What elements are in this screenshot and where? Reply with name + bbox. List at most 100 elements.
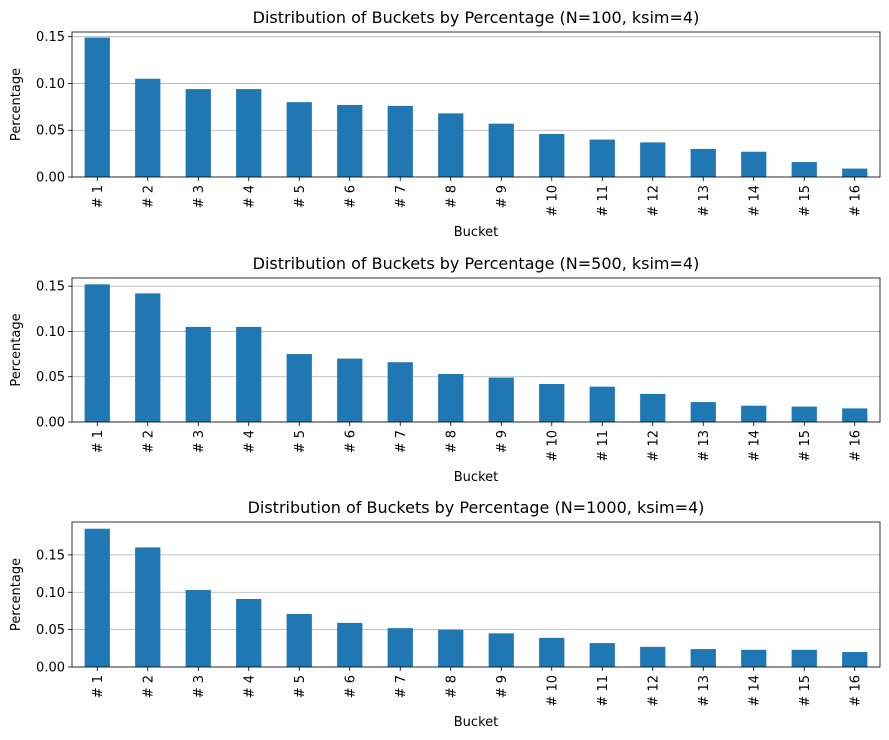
y-axis-label: Percentage (9, 558, 24, 631)
bar (185, 590, 211, 667)
bar (741, 151, 767, 177)
x-ticks: # 1 # 2 # 3 # 4 # 5 # 6 # 7 # 8 # 9 # 10 # 11 # 12 #… (91, 422, 863, 462)
x-tick-label: # 6 (343, 430, 358, 453)
x-tick-label: # 3 (192, 430, 207, 453)
x-tick-label: # 13 (697, 430, 712, 462)
bar (135, 547, 161, 667)
x-tick-label: # 11 (596, 675, 611, 707)
bar (741, 649, 767, 667)
bar (640, 646, 666, 667)
bar (589, 643, 615, 667)
x-tick-label: # 11 (596, 185, 611, 217)
x-tick-label: # 7 (394, 185, 409, 208)
y-tick-label: 0.10 (36, 77, 65, 92)
bar (387, 362, 413, 422)
chart-title: Distribution of Buckets by Percentage (N… (253, 254, 700, 273)
bar (387, 628, 413, 667)
x-tick-label: # 14 (747, 185, 762, 217)
x-tick-label: # 3 (192, 675, 207, 698)
bar (438, 629, 464, 667)
bar (337, 104, 363, 177)
y-axis-label: Percentage (9, 313, 24, 386)
x-tick-label: # 12 (646, 675, 661, 707)
bar (84, 528, 110, 667)
axes (71, 277, 881, 423)
bar (185, 326, 211, 422)
axes-frame (71, 521, 881, 668)
x-tick-label: # 2 (141, 185, 156, 208)
bar (791, 162, 817, 177)
y-tick-label: 0.05 (36, 370, 65, 385)
bar (135, 293, 161, 422)
x-ticks: # 1 # 2 # 3 # 4 # 5 # 6 # 7 # 8 # 9 # 10 # 11 # 12 #… (91, 667, 863, 707)
x-tick-label: # 2 (141, 430, 156, 453)
bar (387, 105, 413, 177)
bar (286, 102, 312, 177)
bar (842, 408, 868, 422)
x-tick-label: # 9 (495, 430, 510, 453)
bars (84, 37, 868, 178)
bar (135, 78, 161, 177)
x-tick-label: # 14 (747, 675, 762, 707)
x-tick-label: # 8 (444, 675, 459, 698)
x-tick-label: # 9 (495, 185, 510, 208)
chart-title: Distribution of Buckets by Percentage (N… (253, 8, 700, 27)
x-tick-label: # 9 (495, 675, 510, 698)
bar (185, 89, 211, 177)
y-ticks: 0.00 0.05 0.10 0.15 (36, 30, 72, 186)
bar (589, 386, 615, 422)
bars (84, 528, 868, 667)
bar (438, 113, 464, 177)
y-tick-label: 0.00 (36, 171, 65, 186)
x-tick-label: # 5 (293, 675, 308, 698)
x-tick-label: # 10 (545, 185, 560, 217)
x-tick-label: # 6 (343, 185, 358, 208)
y-tick-label: 0.00 (36, 416, 65, 431)
x-tick-label: # 15 (798, 185, 813, 217)
bar (236, 89, 262, 177)
bar (539, 133, 565, 177)
bars (84, 284, 868, 422)
x-axis-label: Bucket (454, 470, 498, 485)
bar (337, 622, 363, 667)
x-tick-label: # 4 (242, 675, 257, 698)
bar (791, 649, 817, 667)
subplot-2: Distribution of Buckets by Percentage (N… (9, 254, 881, 485)
x-axis-label: Bucket (454, 225, 498, 240)
x-tick-label: # 16 (848, 430, 863, 462)
x-tick-label: # 1 (91, 675, 106, 698)
x-tick-label: # 15 (798, 430, 813, 462)
bar (842, 652, 868, 667)
bar (690, 148, 716, 177)
y-tick-label: 0.15 (36, 280, 65, 295)
y-axis-label: Percentage (9, 68, 24, 141)
y-ticks: 0.00 0.05 0.10 0.15 (36, 548, 72, 676)
x-tick-label: # 15 (798, 675, 813, 707)
y-tick-label: 0.00 (36, 661, 65, 676)
x-tick-label: # 14 (747, 430, 762, 462)
x-tick-label: # 16 (848, 185, 863, 217)
x-ticks: # 1 # 2 # 3 # 4 # 5 # 6 # 7 # 8 # 9 # 10 # 11 # 12 #… (91, 177, 863, 217)
axes-frame (71, 31, 881, 178)
x-tick-label: # 7 (394, 430, 409, 453)
y-ticks: 0.00 0.05 0.10 0.15 (36, 280, 72, 431)
bar (236, 326, 262, 422)
subplot-1: Distribution of Buckets by Percentage (N… (9, 8, 881, 240)
axes (71, 31, 881, 178)
x-tick-label: # 4 (242, 430, 257, 453)
bar (488, 377, 514, 422)
x-tick-label: # 5 (293, 185, 308, 208)
x-tick-label: # 1 (91, 430, 106, 453)
x-tick-label: # 12 (646, 185, 661, 217)
x-tick-label: # 4 (242, 185, 257, 208)
x-tick-label: # 5 (293, 430, 308, 453)
bar (741, 405, 767, 422)
y-tick-label: 0.05 (36, 124, 65, 139)
bar (640, 142, 666, 177)
x-tick-label: # 7 (394, 675, 409, 698)
bar (690, 402, 716, 422)
bar (690, 649, 716, 667)
bar (84, 37, 110, 178)
y-tick-label: 0.15 (36, 30, 65, 45)
x-tick-label: # 12 (646, 430, 661, 462)
